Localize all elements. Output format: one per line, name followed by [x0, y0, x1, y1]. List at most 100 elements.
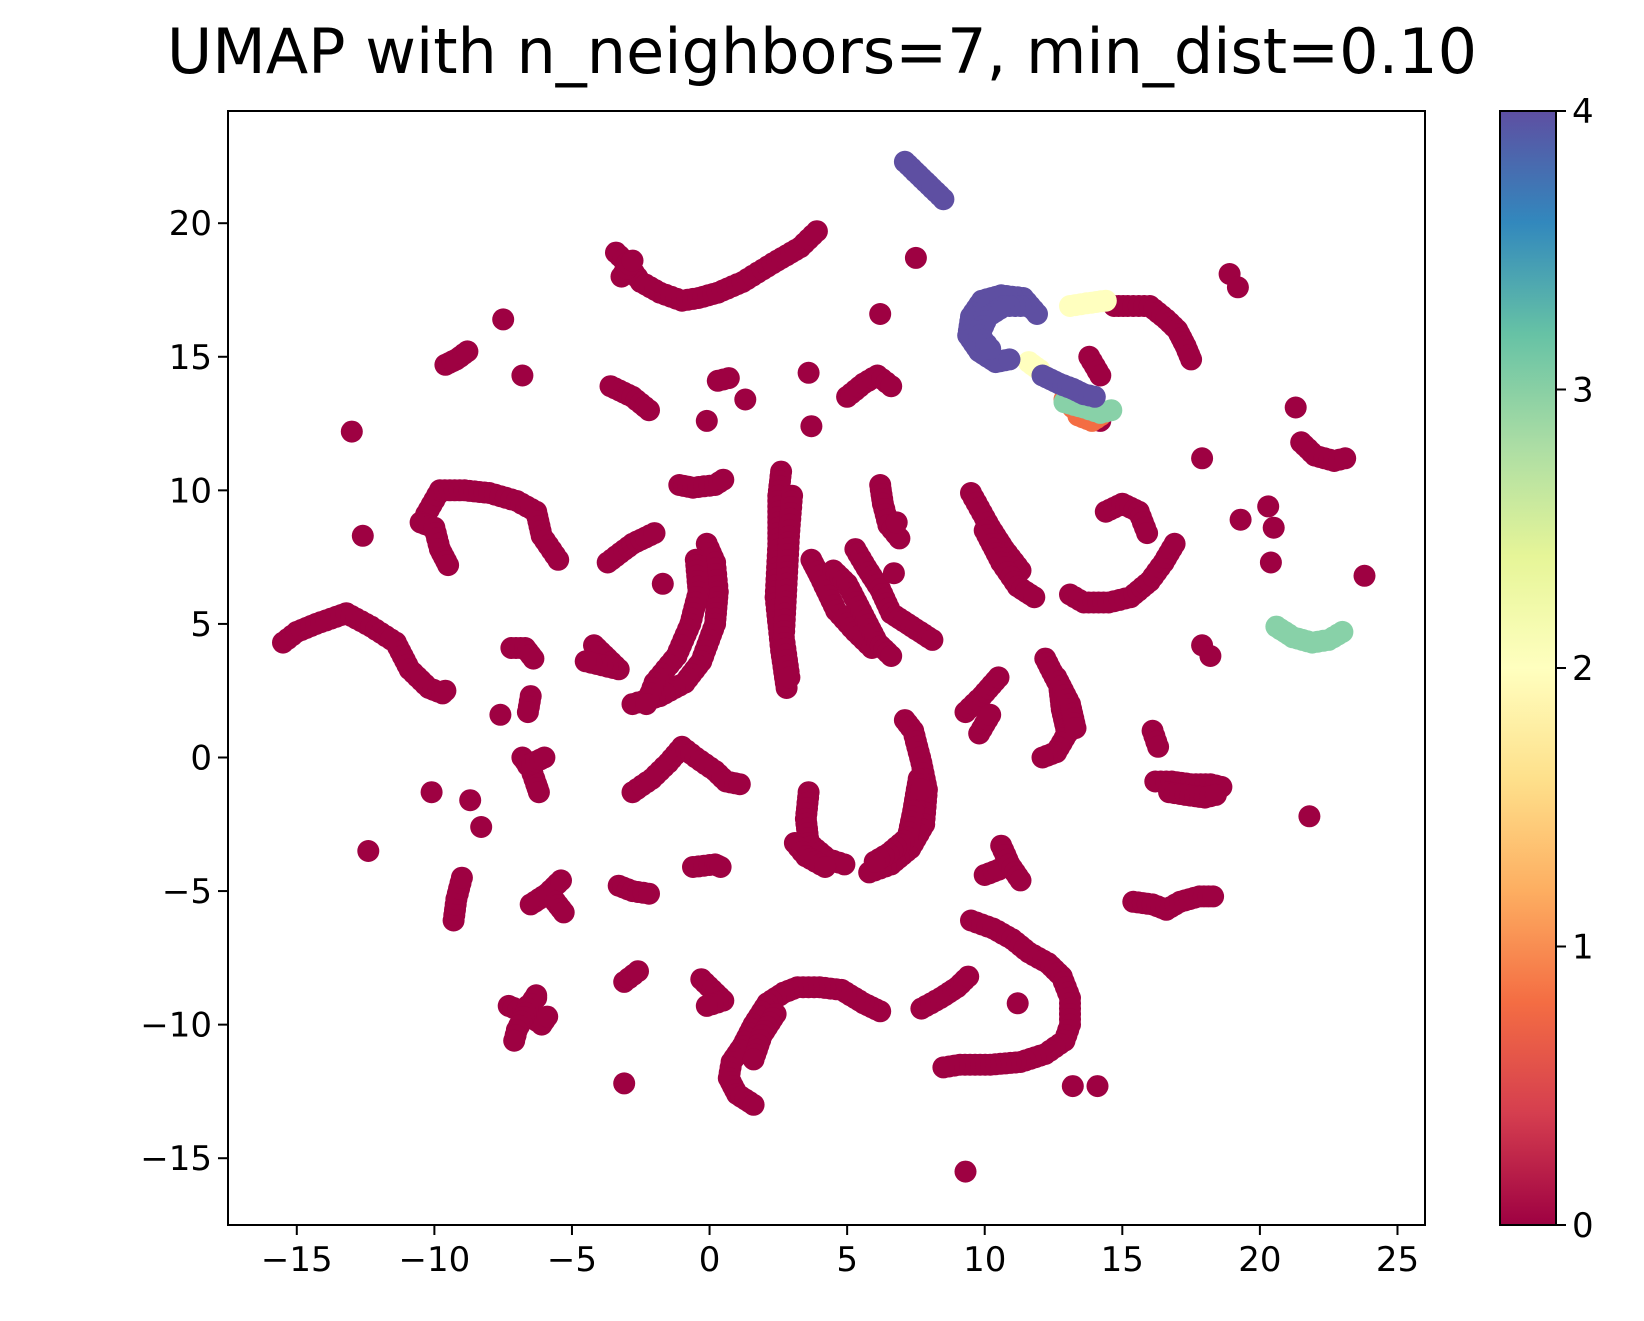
data-point — [456, 340, 479, 363]
x-tick-label: −5 — [547, 1240, 597, 1280]
data-point — [910, 778, 933, 801]
data-point — [1257, 495, 1280, 518]
data-point — [695, 409, 718, 432]
data-point — [833, 853, 856, 876]
x-tick-label: 0 — [699, 1240, 721, 1280]
data-point — [869, 303, 892, 325]
data-point — [1006, 992, 1029, 1015]
data-point — [998, 348, 1021, 371]
y-tick-label: −15 — [140, 1139, 212, 1179]
data-point — [621, 249, 644, 272]
data-point — [340, 420, 363, 443]
data-point — [420, 781, 443, 804]
data-point — [805, 220, 828, 243]
data-point — [880, 645, 903, 667]
y-tick-label: 0 — [190, 738, 212, 778]
data-point — [709, 856, 732, 878]
y-tick-label: −10 — [140, 1006, 212, 1046]
data-point — [1226, 276, 1249, 299]
data-point — [742, 1093, 765, 1116]
x-tick-label: 5 — [836, 1240, 858, 1280]
data-point — [1064, 717, 1087, 740]
data-point — [706, 369, 729, 392]
data-point — [552, 901, 575, 924]
data-point — [533, 746, 556, 769]
x-axis: −15 −10 −5 0 5 10 15 20 25 — [261, 1225, 1419, 1280]
data-point — [638, 399, 660, 422]
data-point — [511, 364, 534, 387]
data-point — [470, 816, 493, 838]
data-point — [459, 789, 482, 812]
series-0 — [272, 220, 1376, 1183]
x-tick-label: 20 — [1238, 1240, 1281, 1280]
data-point — [450, 866, 473, 889]
data-point — [954, 1160, 977, 1183]
data-point — [1163, 532, 1186, 555]
x-tick-label: −10 — [398, 1240, 470, 1280]
data-point — [635, 693, 658, 716]
data-point — [863, 850, 886, 873]
y-tick-label: 10 — [169, 471, 212, 511]
data-point — [1259, 551, 1282, 574]
data-point — [1023, 586, 1046, 609]
data-point — [550, 869, 572, 892]
data-point — [1334, 447, 1357, 470]
y-tick-label: −5 — [162, 872, 212, 912]
data-point — [1229, 508, 1252, 531]
data-point — [728, 773, 751, 796]
y-tick-label: 5 — [190, 605, 212, 645]
colorbar-tick-label: 4 — [1572, 92, 1594, 132]
data-point — [1147, 735, 1170, 758]
data-point — [1353, 564, 1376, 587]
data-point — [800, 415, 823, 438]
y-tick-label: 15 — [169, 338, 212, 378]
y-tick-label: 20 — [169, 204, 212, 244]
data-point — [1180, 348, 1203, 371]
data-point — [434, 679, 457, 702]
data-point — [357, 840, 380, 862]
colorbar — [1499, 110, 1557, 1226]
data-point — [979, 337, 1002, 360]
x-tick-label: −15 — [261, 1240, 333, 1280]
data-point — [932, 1056, 955, 1079]
data-point — [882, 562, 905, 585]
data-point — [987, 666, 1010, 689]
data-point — [536, 1005, 559, 1028]
data-point — [904, 246, 927, 269]
data-point — [814, 856, 837, 878]
data-point — [880, 375, 903, 398]
data-point — [797, 361, 820, 384]
data-point — [742, 1048, 765, 1071]
data-point — [1083, 385, 1106, 408]
data-point — [1199, 645, 1222, 667]
data-point — [1191, 447, 1214, 470]
data-point — [932, 188, 955, 211]
data-point — [1202, 885, 1225, 908]
data-point — [651, 572, 674, 595]
data-point — [1204, 783, 1227, 806]
data-point — [695, 994, 718, 1017]
data-point — [1009, 869, 1032, 892]
data-point — [437, 554, 460, 577]
data-point — [516, 701, 539, 724]
data-point — [643, 522, 666, 545]
data-point — [351, 524, 374, 547]
data-point — [778, 666, 801, 689]
data-point — [957, 965, 980, 988]
data-point — [522, 647, 545, 670]
data-point — [1100, 399, 1123, 422]
data-point — [1094, 289, 1117, 312]
data-point — [1262, 516, 1285, 539]
data-point — [613, 1072, 636, 1095]
data-point — [921, 628, 944, 651]
data-point — [1298, 805, 1321, 828]
plot-frame — [227, 110, 1426, 1226]
data-point — [547, 548, 570, 571]
data-point — [1331, 620, 1354, 643]
x-tick-label: 25 — [1376, 1240, 1419, 1280]
data-point — [1086, 1075, 1109, 1098]
data-point — [885, 511, 908, 534]
data-point — [627, 960, 649, 983]
colorbar-tick-label: 2 — [1572, 649, 1594, 689]
